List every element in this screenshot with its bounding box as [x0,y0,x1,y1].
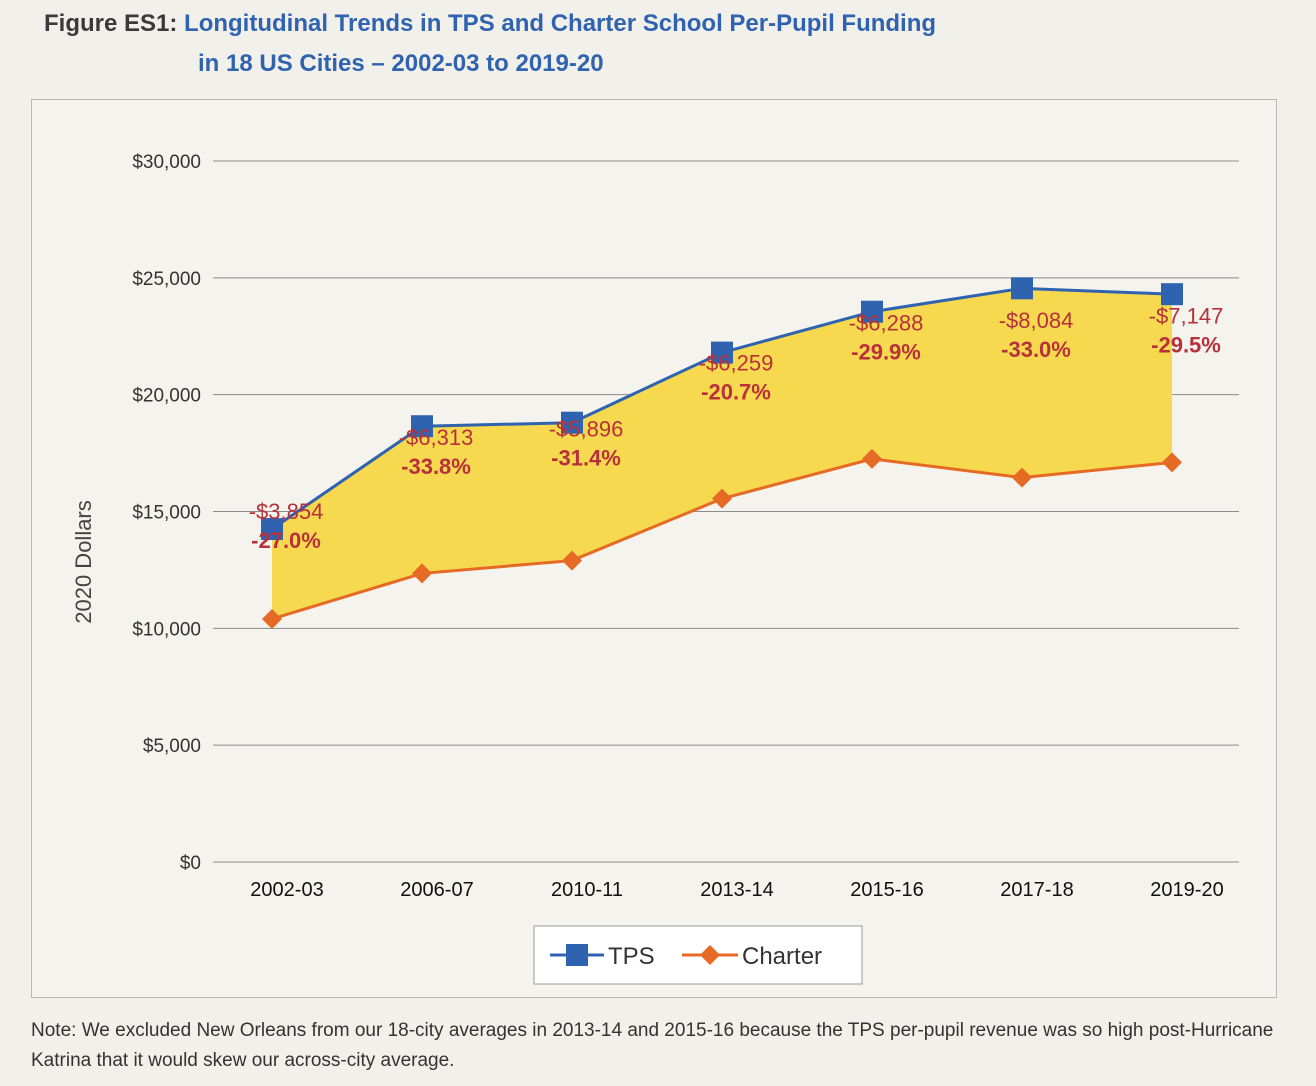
x-tick-label: 2015-16 [850,879,923,901]
figure-title-line2: in 18 US Cities – 2002-03 to 2019-20 [198,50,604,77]
gap-percent-label: -31.4% [551,446,621,471]
gap-amount-label: -$6,259 [699,351,774,376]
data-point-charter [712,488,732,509]
legend-tps-label: TPS [608,943,655,970]
legend-tps-marker [566,944,588,966]
data-point-tps [1011,277,1033,300]
data-point-tps [261,518,283,541]
figure-title-line1: Longitudinal Trends in TPS and Charter S… [184,10,937,37]
x-tick-label: 2013-14 [700,879,773,901]
gap-percent-label: -29.9% [851,339,921,364]
funding-gap-area [272,288,1172,619]
gap-amount-label: -$8,084 [999,308,1074,333]
gap-amount-label: -$6,288 [849,310,924,335]
legend-charter-label: Charter [742,943,822,970]
gap-amount-label: -$6,313 [399,425,474,450]
data-point-tps [861,300,883,323]
data-point-charter [412,563,432,584]
x-tick-label: 2017-18 [1000,879,1073,901]
gap-amount-label: -$5,896 [549,417,624,442]
y-tick-label: $25,000 [132,269,201,290]
y-tick-label: $30,000 [132,152,201,173]
x-tick-label: 2019-20 [1150,879,1223,901]
y-tick-label: $0 [180,853,201,874]
series-markers [261,277,1183,629]
gap-percent-label: -27.0% [251,528,321,553]
y-tick-label: $5,000 [143,736,201,757]
legend-charter-marker [700,945,720,965]
gap-amount-label: -$7,147 [1149,303,1224,328]
y-tick-label: $10,000 [132,619,201,640]
data-point-charter [1012,467,1032,488]
x-tick-label: 2006-07 [400,879,473,901]
line-chart: $0 $5,000 $10,000 $15,000 $20,000 $25,000 $30,… [71,152,1239,985]
data-point-charter [562,550,582,571]
x-axis-ticks: 2002-03 2006-07 2010-11 2013-14 2015-16 2017-… [250,879,1223,901]
data-point-tps [1161,283,1183,306]
figure-label: Figure ES1: [44,10,178,37]
x-tick-label: 2002-03 [250,879,323,901]
y-axis-label: 2020 Dollars [71,500,96,624]
data-point-tps [411,415,433,438]
data-point-charter [262,608,282,629]
gap-amount-label: -$3,854 [249,499,324,524]
gap-percent-label: -29.5% [1151,332,1221,357]
y-axis-ticks: $0 $5,000 $10,000 $15,000 $20,000 $25,000 $30,… [132,152,201,874]
y-tick-label: $15,000 [132,503,201,524]
gap-annotations: -$3,854 -27.0% -$6,313 -33.8% -$5,896 -31.4% -… [249,303,1224,553]
y-tick-label: $20,000 [132,386,201,407]
data-point-charter [1162,452,1182,473]
chart-frame: $0 $5,000 $10,000 $15,000 $20,000 $25,000 $30,… [31,99,1277,998]
x-tick-label: 2010-11 [551,879,623,901]
footnote: Note: We excluded New Orleans from our 1… [31,1020,1274,1071]
data-point-tps [711,341,733,364]
figure-title: Figure ES1: Longitudinal Trends in TPS a… [44,4,1284,84]
gap-percent-label: -33.8% [401,454,471,479]
gap-percent-label: -20.7% [701,380,771,405]
data-point-charter [862,448,882,469]
data-point-tps [561,411,583,434]
legend: TPS Charter [533,925,863,985]
gap-percent-label: -33.0% [1001,337,1071,362]
